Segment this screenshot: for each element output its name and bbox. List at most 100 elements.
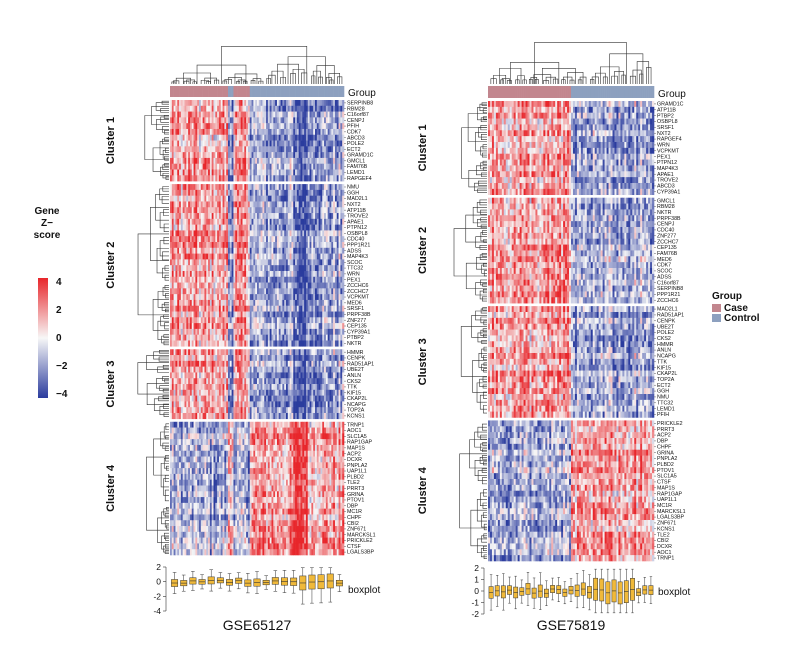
gene-label: TOP2A bbox=[657, 377, 675, 383]
group-bar-cell bbox=[622, 86, 625, 98]
gene-label: ZNF671 bbox=[657, 521, 676, 527]
group-bar-cell bbox=[275, 86, 278, 97]
gene-label: CEP135 bbox=[657, 245, 677, 251]
group-bar-cell bbox=[650, 86, 653, 98]
gene-label: SCOC bbox=[657, 269, 672, 275]
group-bar-cell bbox=[493, 86, 497, 98]
zscore-legend: Gene Z− score 4 2 0 −2 −4 bbox=[34, 206, 68, 400]
gene-label: LEMD1 bbox=[347, 170, 365, 176]
group-bar-cell bbox=[614, 86, 617, 98]
gene-label: HMMR bbox=[657, 342, 674, 348]
group-bar-cell bbox=[612, 86, 615, 98]
group-bar-cell bbox=[286, 86, 289, 97]
group-bar-cell bbox=[218, 86, 222, 97]
gene-label: TTC32 bbox=[657, 400, 673, 406]
gene-label: WRN bbox=[657, 143, 670, 149]
gene-label: APAE1 bbox=[657, 172, 674, 178]
boxplot-tick-label: -2 bbox=[471, 609, 479, 619]
gene-label: RAPGEF4 bbox=[657, 137, 682, 143]
group-bar-cell bbox=[638, 86, 641, 98]
group-bar-cell bbox=[302, 86, 305, 97]
gene-label: CDK7 bbox=[657, 263, 671, 269]
gene-label: ACP2 bbox=[347, 451, 361, 457]
group-bar-cell bbox=[507, 86, 511, 98]
cluster-label: Cluster 2 bbox=[105, 242, 117, 289]
group-bar-cell bbox=[582, 86, 586, 98]
group-bar-cell bbox=[249, 86, 252, 97]
cluster-block: GRAMD1CATP11BPTBP2OSBPL8SRSF1NXT2RAPGEF4… bbox=[417, 101, 684, 195]
group-bar-cell bbox=[527, 86, 530, 98]
cluster-block: NMUGGHMAD2L1NXT2ATP11BTROVE2APAE1PTPN12O… bbox=[105, 184, 371, 347]
gene-label: UBE2T bbox=[657, 324, 675, 330]
group-bar-cell bbox=[634, 86, 637, 98]
gene-label: ACP2 bbox=[657, 433, 671, 439]
group-bar-cell bbox=[331, 86, 334, 97]
gene-label: ANLN bbox=[347, 373, 361, 379]
group-bar-cell bbox=[535, 86, 538, 98]
group-bar-cell bbox=[233, 86, 236, 97]
group-bar-cell bbox=[340, 86, 343, 97]
gene-label: PLBD2 bbox=[347, 474, 364, 480]
boxplot-label: boxplot bbox=[658, 587, 690, 598]
gene-label: ANLN bbox=[657, 348, 671, 354]
group-bar-cell bbox=[208, 86, 211, 97]
cluster-block: SERPINB8RBM28C16orf87CENPJPFIHCDK7ABCD3P… bbox=[105, 100, 374, 182]
group-bar-cell bbox=[571, 86, 574, 98]
gene-label: TLE2 bbox=[347, 480, 360, 486]
gene-label: ECT2 bbox=[657, 383, 671, 389]
gene-label: CKAP2L bbox=[657, 371, 677, 377]
group-bar-cell bbox=[287, 86, 290, 97]
group-bar-cell bbox=[541, 86, 544, 98]
group-bar-cell bbox=[602, 86, 605, 98]
heatmap-panel-gse75819: GroupGRAMD1CATP11BPTBP2OSBPL8SRSF1NXT2RA… bbox=[417, 41, 690, 633]
gene-label: MARCKSL1 bbox=[657, 509, 686, 515]
group-bar-cell bbox=[580, 86, 584, 98]
gene-label: CEP135 bbox=[347, 324, 367, 330]
gene-label: MAD2L1 bbox=[347, 196, 368, 202]
cluster-label: Cluster 1 bbox=[105, 117, 117, 164]
group-bar-cell bbox=[191, 86, 194, 97]
gene-label: RBM28 bbox=[657, 204, 675, 210]
group-bar-cell bbox=[316, 86, 319, 97]
group-bar-cell bbox=[497, 86, 501, 98]
heatmap-panel-gse65127: GroupSERPINB8RBM28C16orf87CENPJPFIHCDK7A… bbox=[105, 45, 380, 633]
boxplot: 2 0 -2 -4 boxplot bbox=[153, 562, 380, 616]
gene-label: DCXR bbox=[657, 544, 672, 550]
group-bar-cell bbox=[567, 86, 570, 98]
group-bar-cell bbox=[177, 86, 180, 97]
group-bar-cell bbox=[648, 86, 651, 98]
group-bar-cell bbox=[590, 86, 594, 98]
zscore-tick-0: 0 bbox=[56, 333, 62, 344]
group-bar-cell bbox=[630, 86, 633, 98]
gene-label: PRPF38B bbox=[657, 216, 681, 222]
gene-label: OSBPL8 bbox=[657, 119, 678, 125]
group-bar-cell bbox=[276, 86, 280, 97]
gene-label: PRICKLE2 bbox=[657, 421, 683, 427]
group-bar-cell bbox=[318, 86, 321, 97]
group-bar-cell bbox=[262, 86, 265, 97]
group-bar-cell bbox=[584, 86, 588, 98]
group-bar-label: Group bbox=[348, 88, 376, 99]
gene-label: MAP1S bbox=[657, 485, 675, 491]
gene-label: NXT2 bbox=[347, 202, 361, 208]
boxplot-tick-label: 1 bbox=[474, 575, 479, 585]
group-bar-cell bbox=[632, 86, 635, 98]
group-bar-cell bbox=[491, 86, 495, 98]
group-legend-control-label: Control bbox=[724, 313, 760, 324]
cluster-label: Cluster 4 bbox=[417, 466, 429, 514]
group-bar-cell bbox=[184, 86, 187, 97]
group-bar-cell bbox=[300, 86, 303, 97]
gene-label: SLC1A5 bbox=[657, 474, 677, 480]
gene-label: VCPKMT bbox=[657, 148, 680, 154]
group-bar-cell bbox=[264, 86, 267, 97]
group-bar-cell bbox=[503, 86, 507, 98]
cluster-label: Cluster 1 bbox=[417, 124, 429, 171]
gene-label: PTBP2 bbox=[347, 335, 364, 341]
gene-label: SLC1A5 bbox=[347, 434, 367, 440]
group-bar-cell bbox=[273, 86, 276, 97]
group-bar-cell bbox=[569, 86, 572, 98]
cluster-label: Cluster 2 bbox=[417, 227, 429, 274]
gene-label: PLBD2 bbox=[657, 462, 674, 468]
group-bar-cell bbox=[186, 86, 189, 97]
gene-label: CHPF bbox=[657, 444, 672, 450]
